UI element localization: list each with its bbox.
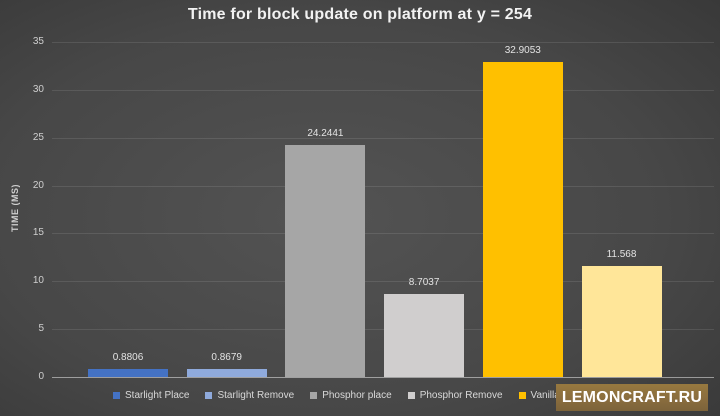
bar-value-label-phosphor-remove: 8.7037: [408, 276, 440, 288]
bar-starlight-remove: [186, 368, 267, 377]
y-tick-label-15: 15: [32, 227, 44, 239]
gridline-y-20: [52, 185, 714, 187]
legend-swatch-phosphor-remove: [407, 392, 415, 399]
watermark-badge: LEMONCRAFT.RU: [556, 384, 708, 411]
legend-item-phosphor-place: Phosphor place: [310, 390, 392, 401]
y-tick-label-35: 35: [32, 36, 44, 47]
legend-label-phosphor-remove: Phosphor Remove: [419, 390, 503, 401]
legend-label-starlight-remove: Starlight Remove: [217, 390, 295, 401]
gridline-y-35: [52, 42, 714, 43]
bar-phosphor-place: [285, 144, 366, 377]
gridline-y-0: [52, 377, 714, 378]
y-axis-title: TIME (MS): [10, 184, 20, 232]
bar-bar-6: [581, 266, 662, 377]
y-tick-label-10: 10: [32, 275, 44, 287]
bar-value-label-starlight-place: 0.8806: [112, 351, 144, 363]
chart-title: Time for block update on platform at y =…: [187, 6, 533, 23]
y-tick-label-30: 30: [32, 83, 44, 95]
legend: Starlight Place Starlight Remove Phosphor …: [113, 390, 614, 401]
legend-item-starlight-place: Starlight Place: [113, 390, 189, 401]
bar-value-label-vanilla-place: 32.9053: [504, 45, 541, 57]
gridline-y-25: [52, 137, 714, 139]
legend-swatch-vanilla-place: [518, 392, 526, 399]
gridline-y-5: [52, 329, 714, 331]
legend-swatch-starlight-remove: [205, 392, 213, 399]
gridline-y-30: [52, 89, 714, 91]
legend-item-starlight-remove: Starlight Remove: [205, 390, 294, 401]
y-tick-label-5: 5: [38, 323, 44, 335]
legend-swatch-starlight-place: [113, 392, 120, 399]
gridline-y-10: [52, 281, 714, 283]
bar-value-label-bar-6: 11.568: [606, 249, 637, 261]
y-tick-label-20: 20: [32, 179, 44, 191]
bar-starlight-place: [88, 368, 168, 377]
y-tick-label-0: 0: [38, 371, 44, 382]
legend-swatch-phosphor-place: [310, 392, 318, 399]
bar-value-label-starlight-remove: 0.8679: [211, 351, 242, 363]
legend-label-phosphor-place: Phosphor place: [322, 390, 392, 401]
bar-vanilla-place: [482, 62, 563, 377]
legend-label-starlight-place: Starlight Place: [125, 390, 190, 401]
legend-item-phosphor-remove: Phosphor Remove: [407, 390, 503, 401]
bar-value-label-phosphor-place: 24.2441: [307, 127, 344, 139]
bar-phosphor-remove: [384, 293, 465, 377]
y-tick-label-25: 25: [32, 131, 44, 143]
gridline-y-15: [52, 233, 714, 235]
